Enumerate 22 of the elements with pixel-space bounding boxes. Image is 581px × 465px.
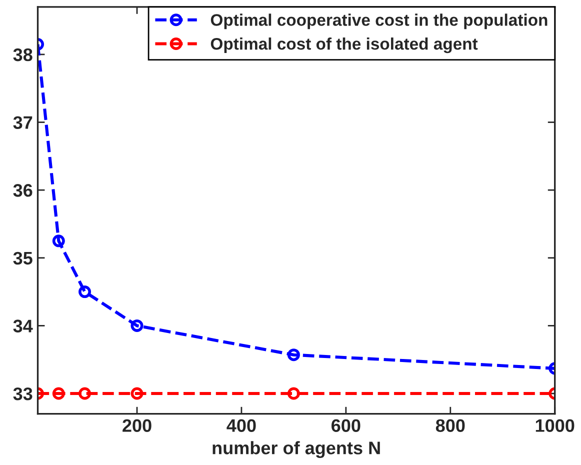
point	[130, 387, 144, 400]
legend-label: Optimal cooperative cost in the population	[210, 14, 548, 30]
y-tick-label: 36	[13, 184, 32, 197]
x-tick-label: 1000	[536, 419, 574, 432]
x-tick-label: 600	[332, 419, 360, 432]
x-tick-label: 400	[226, 419, 256, 432]
y-tick-label: 35	[13, 252, 32, 265]
point	[78, 387, 92, 400]
x-axis-title: number of agents N	[212, 441, 380, 458]
y-tick-label: 37	[13, 116, 32, 129]
point	[52, 387, 65, 400]
y-tick-label: 33	[13, 387, 32, 400]
point	[78, 286, 92, 298]
x-tick-label: 800	[436, 419, 465, 432]
point	[287, 387, 300, 400]
x-tick-label: 200	[122, 419, 152, 432]
y-tick-label: 38	[13, 48, 32, 62]
y-tick-label: 34	[13, 320, 33, 332]
point	[130, 319, 144, 332]
point	[52, 234, 65, 248]
point	[287, 348, 300, 362]
legend-label: Optimal cost of the isolated agent	[210, 38, 478, 54]
